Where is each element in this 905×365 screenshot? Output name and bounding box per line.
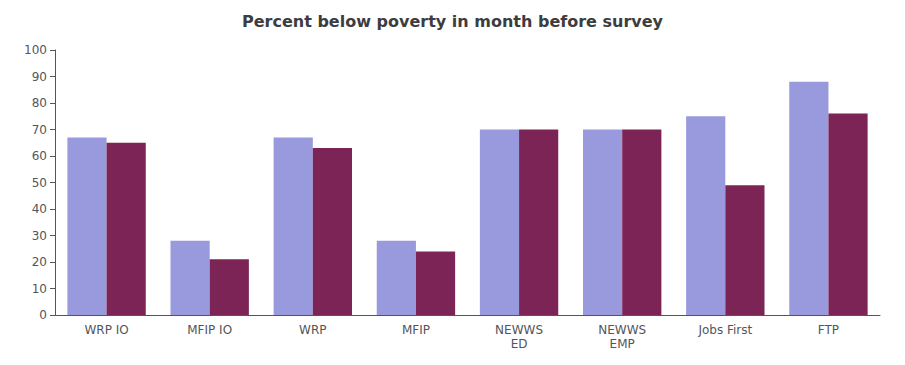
svg-text:40: 40 <box>32 202 47 216</box>
svg-text:100: 100 <box>24 43 47 57</box>
svg-text:MFIP: MFIP <box>402 323 430 337</box>
svg-text:Jobs First: Jobs First <box>697 323 752 337</box>
svg-text:10: 10 <box>32 282 47 296</box>
svg-text:FTP: FTP <box>818 323 839 337</box>
svg-text:Percent below poverty in month: Percent below poverty in month before su… <box>242 12 664 31</box>
svg-text:30: 30 <box>32 229 47 243</box>
svg-text:0: 0 <box>39 308 47 322</box>
svg-text:WRP IO: WRP IO <box>84 323 128 337</box>
svg-text:50: 50 <box>32 176 47 190</box>
svg-text:MFIP IO: MFIP IO <box>187 323 232 337</box>
svg-text:NEWWS: NEWWS <box>495 323 543 337</box>
svg-text:70: 70 <box>32 123 47 137</box>
svg-text:60: 60 <box>32 149 47 163</box>
svg-text:80: 80 <box>32 96 47 110</box>
svg-text:20: 20 <box>32 255 47 269</box>
svg-text:WRP: WRP <box>299 323 326 337</box>
svg-text:90: 90 <box>32 70 47 84</box>
svg-text:NEWWS: NEWWS <box>598 323 646 337</box>
svg-text:EMP: EMP <box>610 337 635 351</box>
svg-text:ED: ED <box>511 337 528 351</box>
